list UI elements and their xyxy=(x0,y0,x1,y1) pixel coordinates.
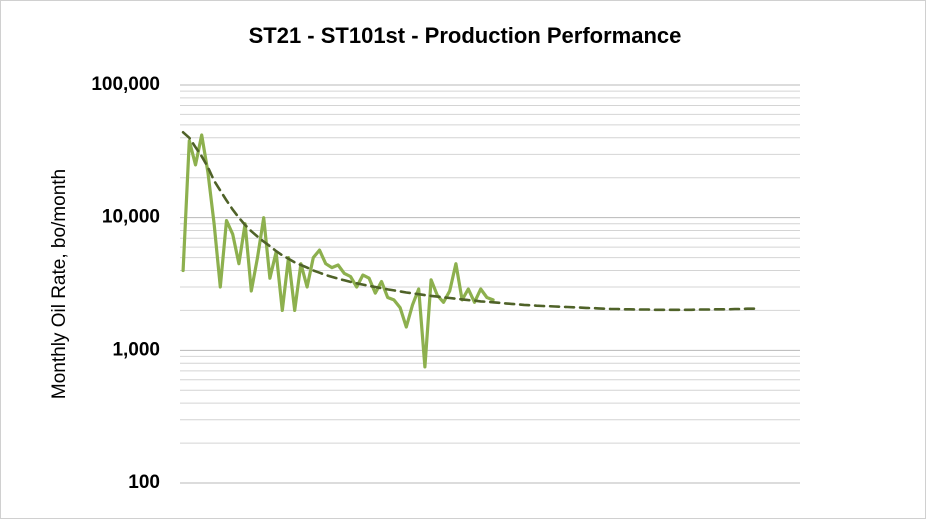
series-line xyxy=(181,133,495,369)
y-tick-label: 1,000 xyxy=(112,339,160,360)
chart-title: ST21 - ST101st - Production Performance xyxy=(249,23,682,48)
y-tick-label: 100,000 xyxy=(91,74,160,95)
y-axis-label: Monthly Oil Rate, bo/month xyxy=(49,169,70,399)
y-tick-label: 10,000 xyxy=(102,207,160,228)
y-tick-label: 100 xyxy=(128,472,160,493)
series-line xyxy=(181,131,761,312)
